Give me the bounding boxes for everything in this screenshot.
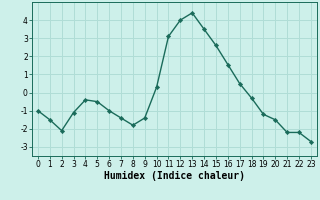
X-axis label: Humidex (Indice chaleur): Humidex (Indice chaleur) <box>104 171 245 181</box>
